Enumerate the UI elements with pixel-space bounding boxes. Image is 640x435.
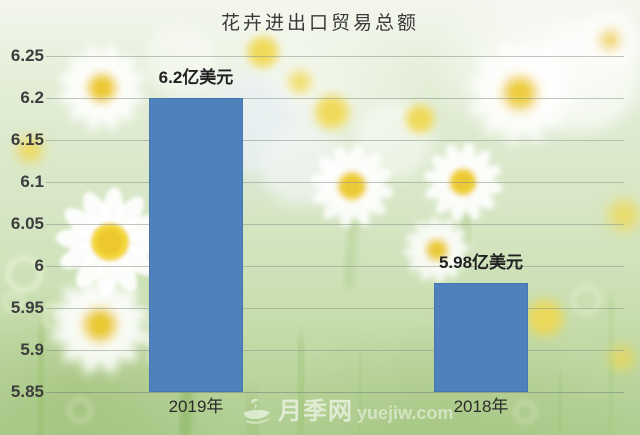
gridline — [46, 224, 624, 225]
bar-2019 — [149, 98, 243, 392]
x-axis-label-2019: 2019年 — [168, 397, 224, 416]
y-axis-tick-label: 6.25 — [10, 46, 44, 65]
gridline — [46, 350, 624, 351]
bar-value-label-2019: 6.2亿美元 — [158, 68, 234, 87]
y-axis-tick-label: 6.1 — [20, 172, 44, 191]
gridline — [46, 98, 624, 99]
bar-value-label-2018: 5.98亿美元 — [438, 252, 524, 272]
bar-2018 — [434, 282, 528, 392]
gridline — [46, 266, 624, 267]
x-axis-label-2018: 2018年 — [453, 397, 509, 416]
y-axis-tick-label: 6 — [34, 256, 44, 275]
y-axis-tick-label: 6.2 — [20, 88, 44, 107]
y-axis-tick-label: 6.15 — [10, 130, 44, 149]
chart-title: 花卉进出口贸易总额 — [220, 13, 419, 34]
gridline — [46, 140, 624, 141]
y-axis-tick-label: 5.95 — [10, 298, 44, 317]
gridline — [46, 392, 624, 393]
gridline — [46, 308, 624, 309]
gridline — [46, 182, 624, 183]
gridline — [46, 56, 624, 57]
y-axis-tick-label: 5.9 — [20, 340, 44, 359]
y-axis-tick-label: 5.85 — [10, 382, 44, 401]
y-axis-tick-label: 6.05 — [10, 214, 44, 233]
